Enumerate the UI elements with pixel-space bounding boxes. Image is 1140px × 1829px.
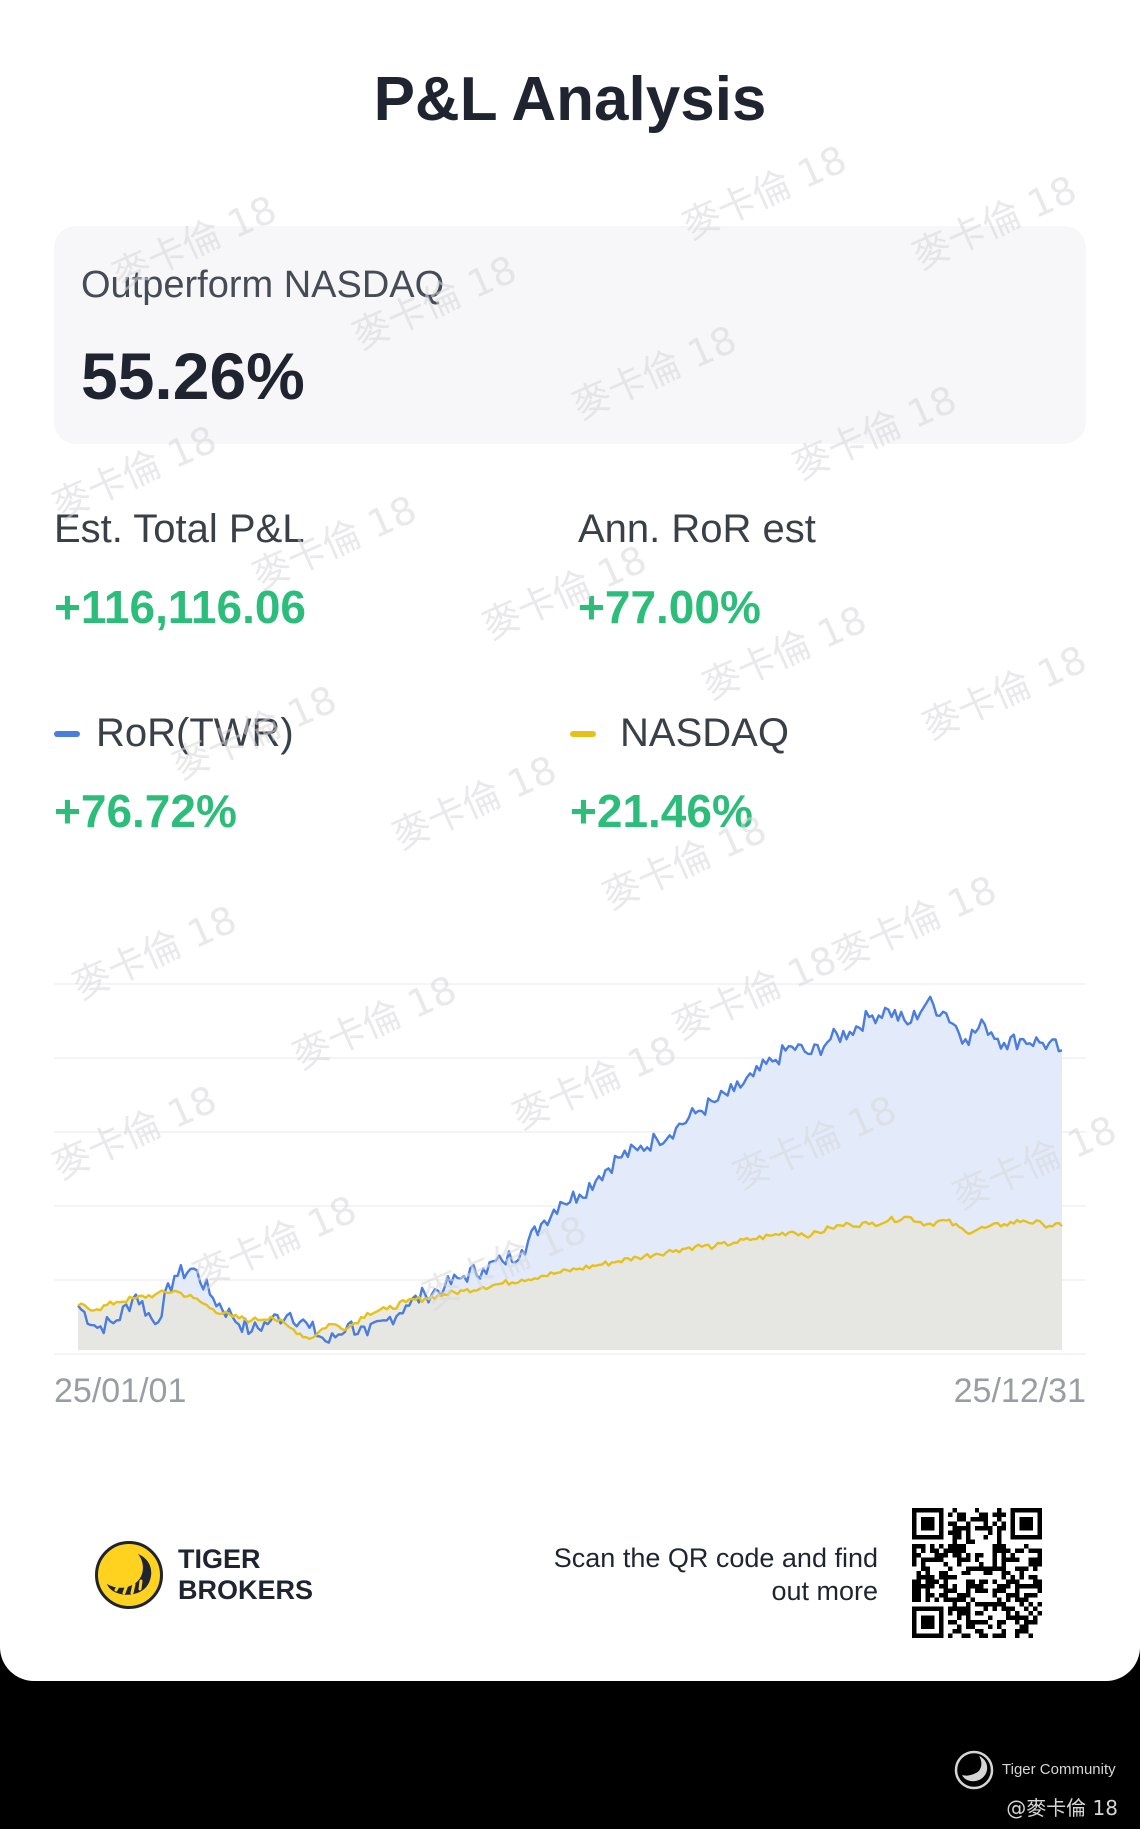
summary-label: Outperform NASDAQ xyxy=(81,264,445,306)
brand-name: TIGER BROKERS xyxy=(178,1544,313,1606)
ror-twr-label: RoR(TWR) xyxy=(96,711,294,755)
pl-chart xyxy=(54,970,1086,1370)
series-area-nasdaq xyxy=(78,1216,1062,1350)
outperform-summary: Outperform NASDAQ 55.26% xyxy=(54,226,1086,444)
scan-line-2: out more xyxy=(771,1576,878,1606)
footer: TIGER BROKERS Scan the QR code and find … xyxy=(0,1490,1140,1650)
ror-twr-metric: RoR(TWR) +76.72% xyxy=(54,711,294,838)
total-pl-label: Est. Total P&L xyxy=(54,507,305,551)
ror-twr-legend-swatch xyxy=(54,730,80,737)
watermark-text: 麥卡倫 18 xyxy=(386,747,563,858)
total-pl-value: +116,116.06 xyxy=(54,581,307,633)
pl-analysis-card: P&L Analysis Outperform NASDAQ 55.26% Es… xyxy=(0,0,1140,1681)
user-handle: @麥卡倫 18 xyxy=(1006,1796,1118,1820)
summary-value: 55.26% xyxy=(81,339,305,413)
series-line-ror xyxy=(77,995,1063,1344)
x-end-label: 25/12/31 xyxy=(953,1372,1086,1410)
nasdaq-metric: NASDAQ +21.46% xyxy=(570,711,789,838)
tiger-logo-icon xyxy=(95,1541,163,1609)
nasdaq-legend: NASDAQ xyxy=(570,711,789,756)
watermark-text: 麥卡倫 18 xyxy=(916,637,1093,748)
nasdaq-legend-swatch xyxy=(570,730,596,737)
page-title: P&L Analysis xyxy=(373,65,767,134)
qr-code-icon[interactable] xyxy=(912,1508,1042,1638)
scan-text: Scan the QR code and find out more xyxy=(554,1542,878,1608)
ann-ror-metric: Ann. RoR est +77.00% xyxy=(578,507,816,634)
total-pl-metric: Est. Total P&L +116,116.06 xyxy=(54,507,306,634)
scan-line-1: Scan the QR code and find xyxy=(553,1543,878,1573)
nasdaq-label: NASDAQ xyxy=(620,711,789,755)
ann-ror-label: Ann. RoR est xyxy=(578,507,816,551)
series-line-nasdaq xyxy=(77,1215,1063,1341)
tiger-community-icon xyxy=(954,1750,994,1790)
ror-twr-legend: RoR(TWR) xyxy=(54,711,294,756)
pl-chart-svg xyxy=(54,983,1086,1355)
watermark-text: 麥卡倫 18 xyxy=(826,867,1003,978)
ann-ror-value: +77.00% xyxy=(578,581,761,633)
community-label: Tiger Community xyxy=(1002,1761,1116,1778)
brand-line-2: BROKERS xyxy=(178,1575,314,1605)
brand-line-1: TIGER xyxy=(178,1544,261,1574)
x-start-label: 25/01/01 xyxy=(54,1372,187,1410)
ror-twr-value: +76.72% xyxy=(54,785,237,837)
nasdaq-value: +21.46% xyxy=(570,785,753,837)
